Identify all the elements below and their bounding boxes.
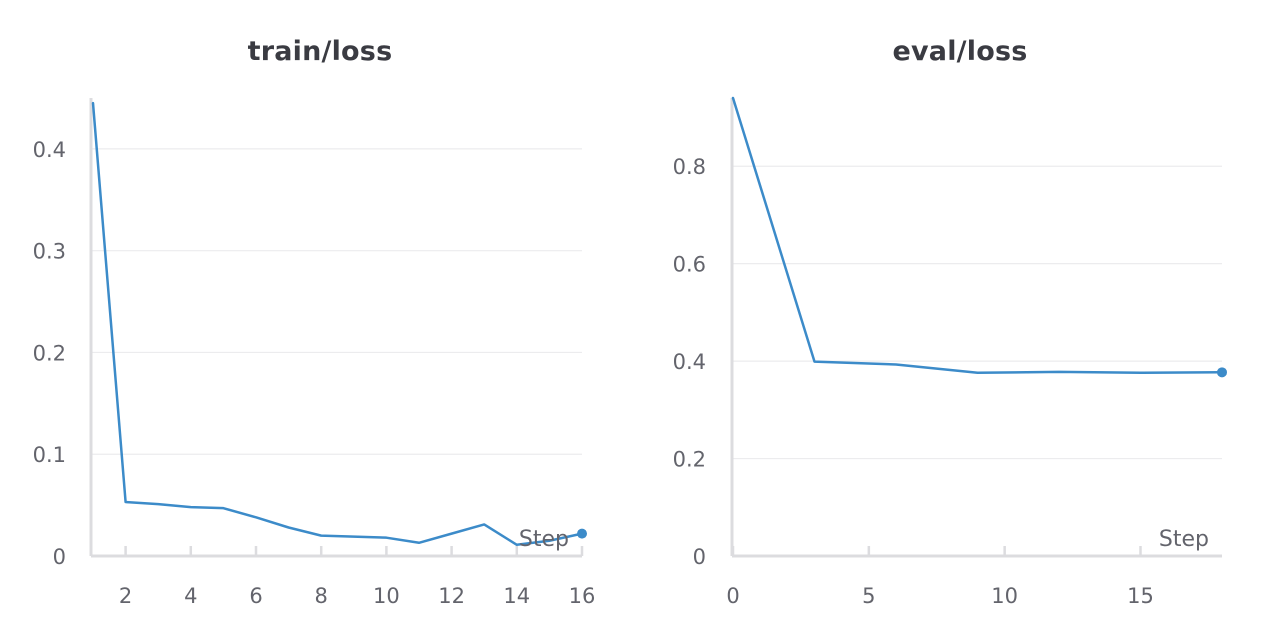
x-tick-label: 10: [373, 584, 400, 608]
y-tick-label: 0.3: [33, 240, 66, 264]
y-tick-label: 0.8: [673, 155, 706, 179]
x-tick-label: 16: [569, 584, 596, 608]
y-tick-label: 0: [53, 545, 66, 569]
x-tick-label: 4: [184, 584, 197, 608]
x-tick-label: 10: [991, 584, 1018, 608]
last-point-marker: [577, 528, 587, 539]
x-axis-label: Step: [1159, 527, 1209, 552]
x-tick-label: 12: [438, 584, 465, 608]
x-tick-label: 15: [1127, 584, 1154, 608]
x-tick-label: 6: [249, 584, 262, 608]
y-tick-label: 0.2: [673, 448, 706, 472]
series-line: [731, 96, 1224, 375]
x-tick-label: 5: [862, 584, 875, 608]
x-tick-label: 2: [119, 584, 132, 608]
eval-loss-panel: eval/loss 0 0.2 0.4 0.6 0.8 0 5 10 15 Step: [640, 0, 1280, 640]
x-tick-label: 0: [726, 584, 739, 608]
chart-title: eval/loss: [892, 36, 1028, 67]
y-tick-label: 0.6: [673, 253, 706, 277]
last-point-marker: [1217, 367, 1227, 378]
eval-loss-chart: 0 0.2 0.4 0.6 0.8 0 5 10 15 Step: [673, 96, 1227, 608]
y-tick-label: 0: [693, 545, 706, 569]
y-tick-label: 0.4: [33, 138, 66, 162]
y-tick-label: 0.1: [33, 443, 66, 467]
y-tick-label: 0.4: [673, 350, 706, 374]
y-tick-label: 0.2: [33, 341, 66, 365]
series-line: [91, 101, 584, 547]
x-tick-label: 8: [315, 584, 328, 608]
train-loss-chart: 0 0.1 0.2 0.3 0.4 2 4 6 8 10 12 14 16 Step: [33, 98, 596, 608]
x-axis-label: Step: [519, 527, 569, 552]
chart-title: train/loss: [247, 36, 393, 67]
x-tick-label: 14: [503, 584, 530, 608]
train-loss-panel: train/loss 0 0.1 0.2 0.3 0.4 2 4 6 8 10 12 14 16 Step: [33, 36, 596, 608]
